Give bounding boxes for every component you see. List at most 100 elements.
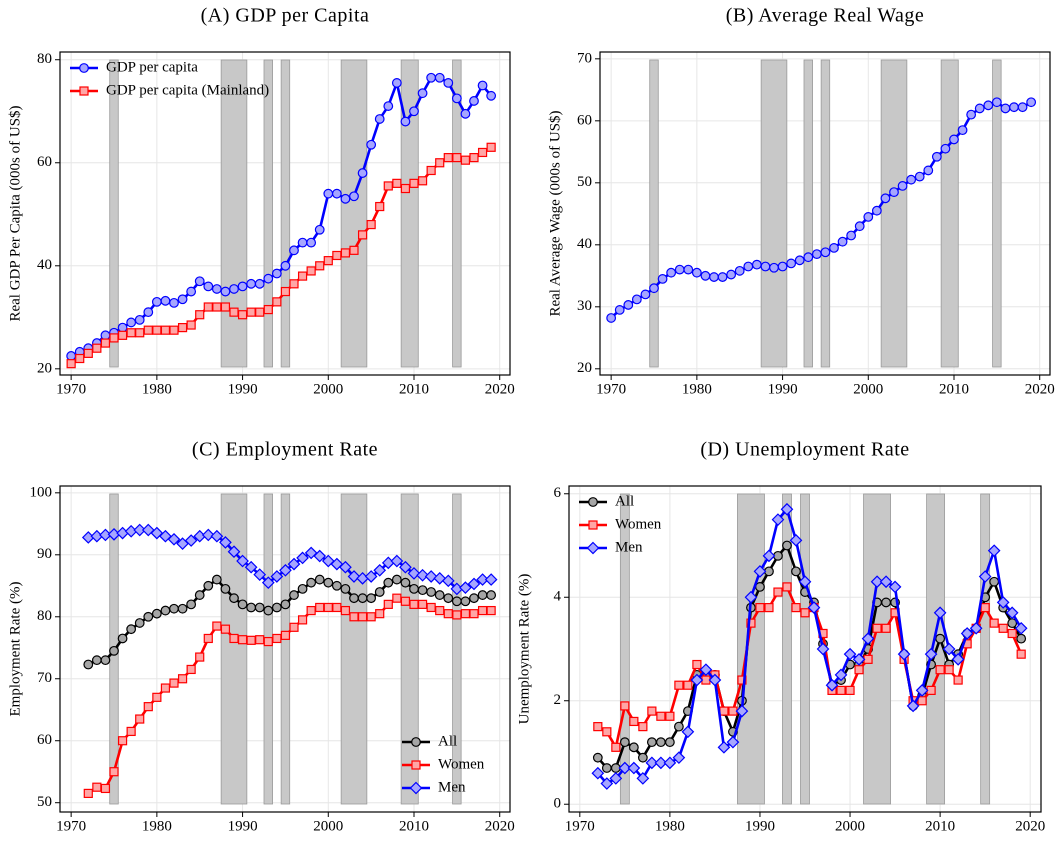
marker	[791, 603, 801, 613]
marker-bg	[92, 344, 101, 353]
marker-bg	[927, 686, 936, 695]
marker-bg	[170, 679, 178, 688]
marker-bg	[1016, 634, 1026, 643]
marker-bg	[272, 269, 282, 278]
marker-bg	[401, 578, 410, 587]
marker	[417, 176, 428, 186]
marker-bg	[719, 707, 728, 716]
marker-bg	[1018, 102, 1027, 112]
marker-bg	[221, 584, 230, 594]
marker-bg	[152, 609, 162, 618]
marker	[629, 716, 639, 727]
marker-bg	[620, 701, 629, 710]
marker	[151, 296, 162, 307]
marker	[349, 593, 359, 604]
marker	[314, 224, 325, 235]
marker	[1005, 606, 1019, 620]
marker-bg	[204, 634, 213, 643]
marker-bg	[315, 225, 325, 235]
panel-title: (B) Average Real Wage	[726, 5, 925, 27]
marker-bg	[238, 282, 247, 291]
marker-bg	[409, 106, 419, 116]
marker-bg	[187, 665, 196, 674]
marker	[117, 330, 128, 340]
marker-bg	[795, 256, 805, 265]
marker-bg	[881, 598, 891, 607]
marker-bg	[470, 153, 478, 162]
marker-bg	[846, 686, 855, 695]
marker-bg	[79, 63, 89, 73]
marker	[400, 577, 411, 588]
marker-bg	[272, 634, 281, 643]
marker-bg	[701, 271, 710, 281]
marker-bg	[746, 619, 755, 628]
marker	[332, 250, 342, 261]
x-tick-label: 1990	[768, 381, 798, 397]
marker-bg	[469, 96, 479, 106]
marker-bg	[629, 717, 638, 726]
marker-bg	[873, 624, 882, 633]
marker-bg	[801, 608, 809, 617]
marker	[673, 721, 684, 732]
marker	[691, 267, 702, 278]
marker	[870, 575, 884, 589]
marker	[237, 281, 248, 292]
marker-bg	[401, 184, 410, 193]
marker	[263, 273, 274, 284]
marker	[332, 602, 342, 613]
marker-bg	[435, 590, 445, 600]
marker	[880, 193, 891, 204]
marker	[340, 583, 351, 594]
marker	[100, 655, 111, 666]
marker-bg	[169, 298, 179, 308]
marker-bg	[298, 238, 307, 247]
marker	[272, 297, 282, 307]
marker	[484, 573, 498, 586]
marker	[169, 297, 179, 308]
marker-bg	[898, 181, 907, 191]
marker-bg	[229, 284, 239, 294]
marker	[1026, 97, 1037, 108]
marker-bg	[332, 251, 341, 260]
marker	[665, 711, 675, 721]
shaded-period	[400, 59, 419, 368]
marker-bg	[264, 637, 273, 646]
marker	[364, 570, 378, 583]
marker	[627, 761, 641, 775]
marker-bg	[966, 110, 976, 119]
marker	[135, 328, 145, 338]
marker	[349, 612, 359, 622]
marker-bg	[773, 551, 783, 561]
marker	[289, 590, 299, 600]
marker	[109, 333, 119, 343]
marker	[737, 675, 747, 685]
x-tick-label: 1990	[228, 381, 258, 397]
marker-bg	[889, 187, 899, 197]
marker-bg	[170, 326, 178, 335]
marker-bg	[169, 604, 179, 614]
marker-bg	[375, 609, 384, 618]
marker	[246, 635, 256, 645]
marker	[383, 181, 393, 191]
marker	[816, 642, 830, 656]
x-tick-label: 2000	[313, 381, 343, 397]
marker	[836, 685, 846, 695]
marker	[280, 260, 291, 271]
marker	[297, 271, 308, 281]
marker	[477, 590, 488, 600]
marker	[726, 269, 737, 280]
marker-bg	[80, 87, 88, 95]
shaded-period	[803, 59, 813, 368]
marker-bg	[238, 600, 247, 609]
marker	[879, 575, 893, 589]
marker	[340, 248, 351, 258]
marker	[409, 106, 419, 117]
marker-bg	[178, 294, 187, 304]
marker	[297, 615, 308, 625]
marker-bg	[606, 313, 616, 323]
marker	[339, 560, 352, 574]
marker	[933, 606, 947, 620]
marker	[417, 88, 428, 99]
marker	[953, 675, 963, 685]
marker	[845, 685, 855, 695]
